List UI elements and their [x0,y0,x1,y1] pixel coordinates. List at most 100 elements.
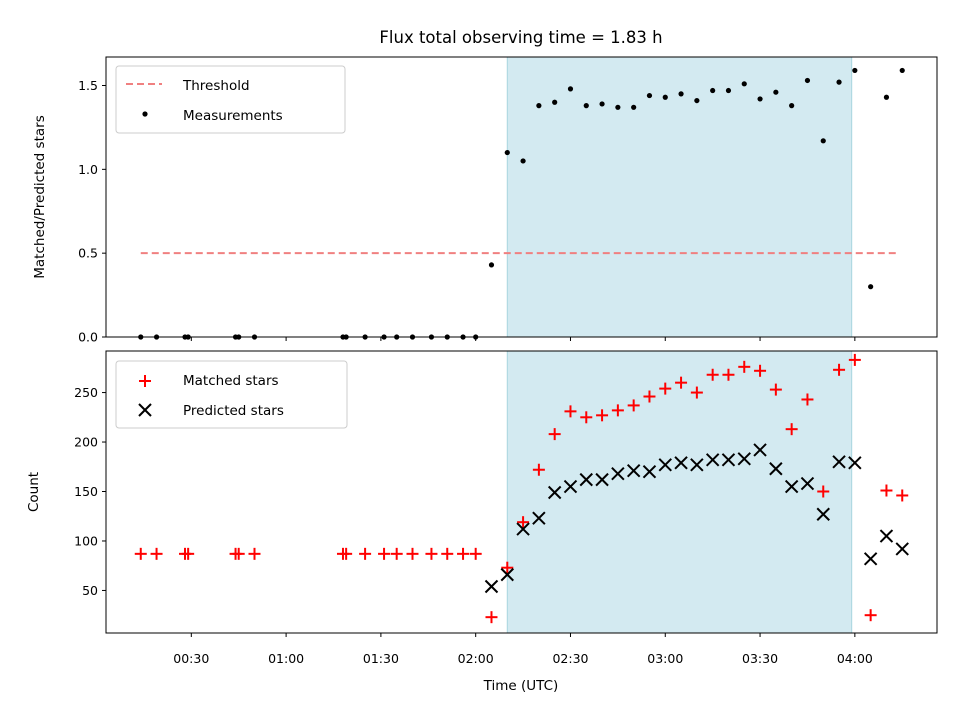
predicted-star-point [753,443,767,457]
predicted-star-point [690,458,704,472]
matched-star-point [150,547,163,560]
matched-star-point [833,363,846,376]
measurement-point [552,99,558,105]
matched-star-point [469,547,482,560]
matched-star-point [580,411,593,424]
matched-star-point [134,547,147,560]
y-tick-label: 50 [82,583,98,598]
bottom-panel: 50 100 150 200 250 00:30 01:00 01:30 02:00 02:30… [26,350,938,694]
matched-star-point [817,485,830,498]
measurement-point [583,103,589,109]
matched-star-point [441,547,454,560]
measurement-point [694,97,700,104]
predicted-star-point [769,462,783,476]
predicted-star-point [800,476,815,491]
observing-window-shade-top [506,56,853,338]
predicted-star-point [674,456,688,470]
measurement-point [488,262,495,268]
predicted-star-point [848,456,862,470]
predicted-star-point [895,542,909,556]
legend-matched-swatch [139,375,151,387]
predicted-star-point [626,464,641,478]
predicted-star-point [784,479,799,494]
x-tick-label: 01:30 [363,651,399,666]
y-tick-label: 0.0 [78,330,98,345]
matched-star-point [501,561,514,574]
measurement-point [789,103,795,109]
measurement-point [615,104,621,110]
measurement-point [678,91,684,97]
predicted-star-point [500,567,514,582]
y-tick-label: 150 [74,484,98,499]
x-tick-label: 00:30 [173,651,209,666]
matched-star-point [457,547,470,560]
bottom-y-axis-label: Count [26,472,42,512]
y-tick-label: 0.5 [78,246,98,261]
measurement-point [883,94,890,100]
matched-star-point [548,428,561,441]
legend-measurements-swatch [142,111,148,117]
predicted-star-point [816,507,830,521]
predicted-star-point [658,458,672,472]
matched-star-point [390,547,403,560]
top-panel-x-ticks [190,337,856,341]
matched-star-point [675,376,688,389]
predicted-star-point [595,472,609,487]
matched-star-point [864,609,877,622]
predicted-star-point [863,552,878,566]
measurement-point [631,104,637,110]
legend-matched-label: Matched stars [183,373,279,389]
matched-star-point [564,405,577,418]
measurement-point [899,67,905,74]
measurement-point [820,138,826,144]
bottom-panel-marks [134,353,909,624]
x-tick-label: 04:00 [837,651,873,666]
bottom-panel-y-ticks: 50 100 150 200 250 [74,385,106,598]
matched-star-point [785,423,798,436]
matched-star-point [738,360,751,373]
matched-star-point [659,382,672,395]
predicted-star-point [516,522,530,536]
legend-threshold-label: Threshold [182,78,250,94]
matched-star-point [611,404,624,417]
matched-star-point [248,547,261,560]
predicted-star-point [642,465,657,479]
measurement-point [836,79,842,85]
predicted-star-point [484,579,499,594]
y-tick-label: 1.5 [78,78,98,93]
predicted-star-point [611,466,625,481]
top-panel: 0.0 0.5 1.0 1.5 Matched/Predicted stars Thr… [32,56,938,345]
legend-measurements-label: Measurements [183,108,283,124]
measurement-point [599,101,605,107]
measurement-point [536,103,542,109]
measurement-point [520,158,526,164]
matched-star-point [232,547,245,560]
matched-star-point [896,489,909,502]
bottom-legend: Matched stars Predicted stars [115,360,348,429]
matched-star-point [406,547,419,560]
y-tick-label: 1.0 [78,162,98,177]
predicted-star-point [879,529,894,543]
matched-star-point [643,390,656,403]
matched-star-point [722,368,735,381]
measurement-point [504,149,510,156]
x-tick-label: 03:00 [647,651,683,666]
x-axis-label: Time (UTC) [483,678,559,694]
matched-star-point [706,368,719,381]
observing-window-shade-bottom [506,350,853,634]
predicted-star-point [563,479,578,494]
measurement-point [804,77,811,84]
x-tick-label: 02:30 [552,651,588,666]
chart-title: Flux total observing time = 1.83 h [379,28,662,47]
top-legend-box [115,65,346,134]
measurement-point [725,87,732,94]
top-panel-y-ticks: 0.0 0.5 1.0 1.5 [78,78,106,345]
y-tick-label: 100 [74,533,98,548]
measurement-point [662,94,668,100]
matched-star-point [627,399,640,412]
matched-star-point [340,547,353,560]
top-legend: Threshold Measurements [115,65,346,134]
measurement-point [757,96,763,102]
matched-star-point [848,353,861,366]
